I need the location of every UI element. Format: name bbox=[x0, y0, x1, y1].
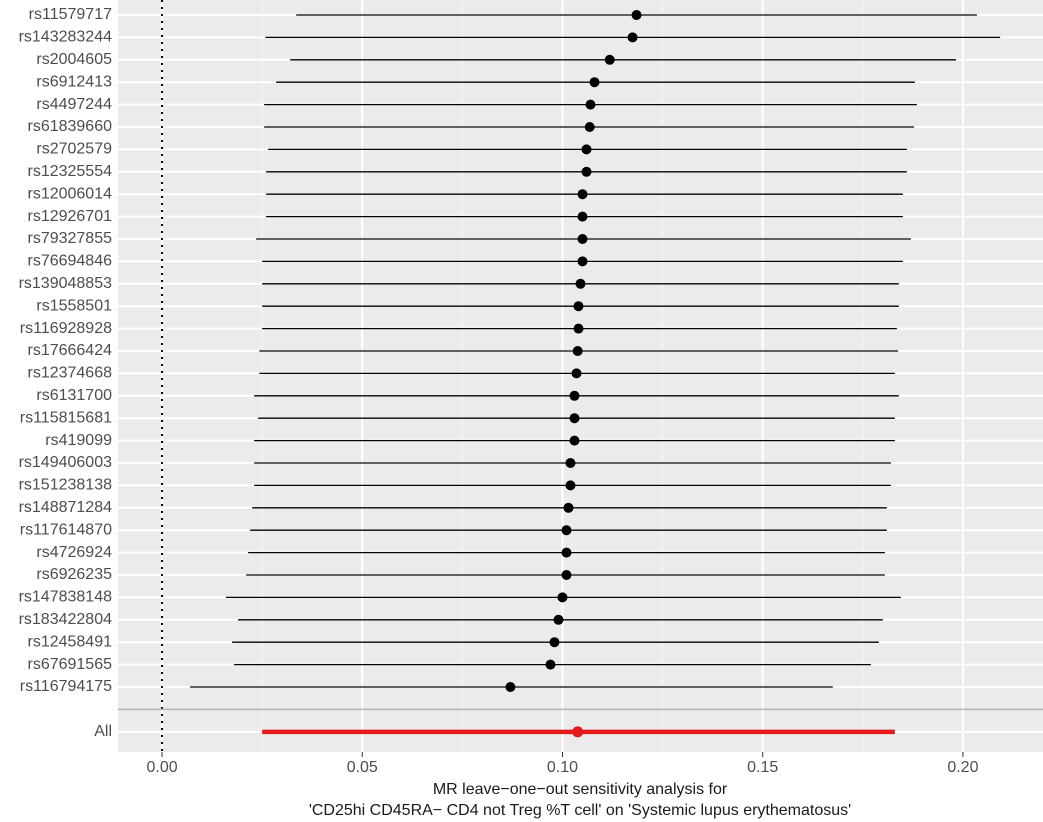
y-tick-label: rs147838148 bbox=[19, 589, 113, 606]
estimate-point bbox=[573, 323, 584, 334]
x-tick-label: 0.10 bbox=[547, 759, 578, 776]
y-tick-label: rs419099 bbox=[45, 432, 112, 449]
y-tick-label: rs79327855 bbox=[27, 230, 112, 247]
estimate-point bbox=[577, 189, 588, 200]
estimate-point bbox=[561, 570, 572, 580]
y-tick-label: rs12374668 bbox=[27, 365, 112, 382]
y-tick-label: rs6912413 bbox=[36, 73, 112, 90]
x-tick-label: 0.00 bbox=[146, 759, 177, 776]
y-tick-label: rs12926701 bbox=[27, 208, 112, 225]
estimate-point bbox=[561, 547, 572, 558]
estimate-point bbox=[565, 480, 576, 491]
estimate-point bbox=[577, 234, 588, 244]
y-tick-label: rs148871284 bbox=[19, 499, 113, 516]
estimate-point bbox=[569, 390, 580, 401]
x-tick-label: 0.20 bbox=[947, 759, 978, 776]
y-tick-label: rs4497244 bbox=[36, 96, 112, 113]
estimate-point bbox=[545, 659, 556, 670]
estimate-point bbox=[604, 54, 615, 65]
y-tick-label: rs183422804 bbox=[19, 611, 113, 628]
y-tick-label: rs67691565 bbox=[27, 656, 112, 673]
y-tick-label: rs12325554 bbox=[27, 163, 112, 180]
estimate-point bbox=[584, 122, 595, 132]
y-tick-label: rs17666424 bbox=[27, 342, 112, 359]
y-tick-label: rs151238138 bbox=[19, 477, 113, 494]
y-tick-label: rs6131700 bbox=[36, 387, 112, 404]
estimate-point bbox=[549, 637, 560, 648]
estimate-point bbox=[569, 435, 580, 446]
estimate-point bbox=[577, 211, 588, 222]
y-tick-label: rs12006014 bbox=[27, 185, 112, 202]
estimate-point bbox=[561, 525, 572, 536]
estimate-point bbox=[585, 99, 596, 110]
y-tick-label: rs4726924 bbox=[36, 544, 112, 561]
y-tick-label: rs61839660 bbox=[27, 118, 112, 135]
y-tick-label: rs139048853 bbox=[19, 275, 113, 292]
y-tick-label: rs76694846 bbox=[27, 253, 112, 270]
x-tick-label: 0.15 bbox=[747, 759, 778, 776]
estimate-point bbox=[581, 144, 592, 155]
estimate-point bbox=[557, 592, 568, 603]
y-tick-label: rs116928928 bbox=[20, 320, 112, 337]
estimate-point bbox=[627, 32, 638, 43]
estimate-point bbox=[577, 256, 588, 267]
y-tick-label: rs116794175 bbox=[20, 678, 112, 695]
estimate-point bbox=[572, 346, 583, 356]
y-tick-label: rs2702579 bbox=[36, 141, 112, 158]
y-tick-label: rs11579717 bbox=[29, 6, 112, 23]
estimate-point bbox=[573, 301, 584, 312]
x-axis-label: MR leave−one−out sensitivity analysis fo… bbox=[433, 781, 728, 798]
estimate-point bbox=[571, 368, 582, 379]
y-tick-label: rs6926235 bbox=[36, 566, 112, 583]
estimate-point bbox=[589, 77, 600, 88]
y-tick-label: rs1558501 bbox=[36, 297, 112, 314]
y-tick-label: rs143283244 bbox=[19, 29, 113, 46]
y-tick-label: rs12458491 bbox=[27, 633, 112, 650]
x-tick-label: 0.05 bbox=[347, 759, 378, 776]
x-axis-label: 'CD25hi CD45RA− CD4 not Treg %T cell' on… bbox=[309, 802, 851, 819]
y-tick-label: rs115815681 bbox=[20, 409, 112, 426]
estimate-point bbox=[575, 278, 586, 289]
estimate-point bbox=[581, 166, 592, 177]
estimate-point bbox=[505, 682, 516, 692]
estimate-point bbox=[563, 502, 574, 513]
y-tick-label: rs117614870 bbox=[20, 521, 112, 538]
estimate-point bbox=[631, 10, 642, 20]
y-tick-label: rs149406003 bbox=[19, 454, 113, 471]
y-tick-label: rs2004605 bbox=[36, 51, 112, 68]
estimate-point bbox=[569, 413, 580, 424]
summary-point bbox=[572, 726, 584, 738]
estimate-point bbox=[565, 458, 576, 468]
estimate-point bbox=[553, 614, 564, 625]
y-tick-label: All bbox=[94, 723, 112, 740]
